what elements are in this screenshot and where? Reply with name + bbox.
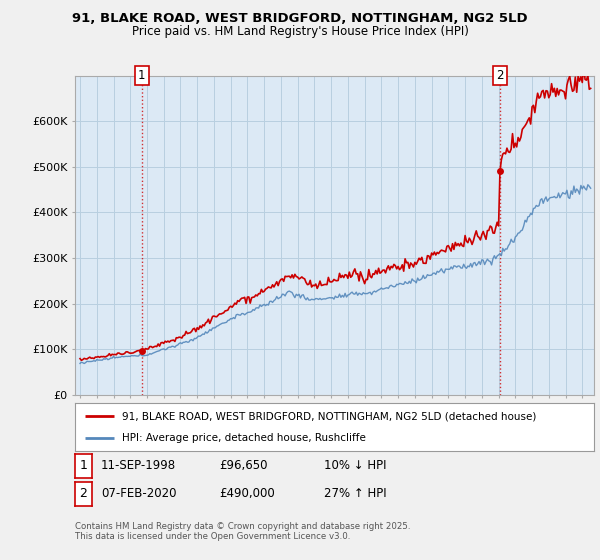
Text: 91, BLAKE ROAD, WEST BRIDGFORD, NOTTINGHAM, NG2 5LD (detached house): 91, BLAKE ROAD, WEST BRIDGFORD, NOTTINGH… (122, 411, 536, 421)
Text: 07-FEB-2020: 07-FEB-2020 (101, 487, 176, 501)
Text: Contains HM Land Registry data © Crown copyright and database right 2025.
This d: Contains HM Land Registry data © Crown c… (75, 522, 410, 542)
Text: 1: 1 (138, 69, 146, 82)
Text: £490,000: £490,000 (219, 487, 275, 501)
Text: £96,650: £96,650 (219, 459, 268, 473)
Text: HPI: Average price, detached house, Rushcliffe: HPI: Average price, detached house, Rush… (122, 433, 365, 443)
Text: 2: 2 (79, 487, 88, 501)
Text: 91, BLAKE ROAD, WEST BRIDGFORD, NOTTINGHAM, NG2 5LD: 91, BLAKE ROAD, WEST BRIDGFORD, NOTTINGH… (72, 12, 528, 25)
Text: 11-SEP-1998: 11-SEP-1998 (101, 459, 176, 473)
Text: 2: 2 (496, 69, 504, 82)
Text: 1: 1 (79, 459, 88, 473)
Text: 10% ↓ HPI: 10% ↓ HPI (324, 459, 386, 473)
Text: 27% ↑ HPI: 27% ↑ HPI (324, 487, 386, 501)
Text: Price paid vs. HM Land Registry's House Price Index (HPI): Price paid vs. HM Land Registry's House … (131, 25, 469, 38)
